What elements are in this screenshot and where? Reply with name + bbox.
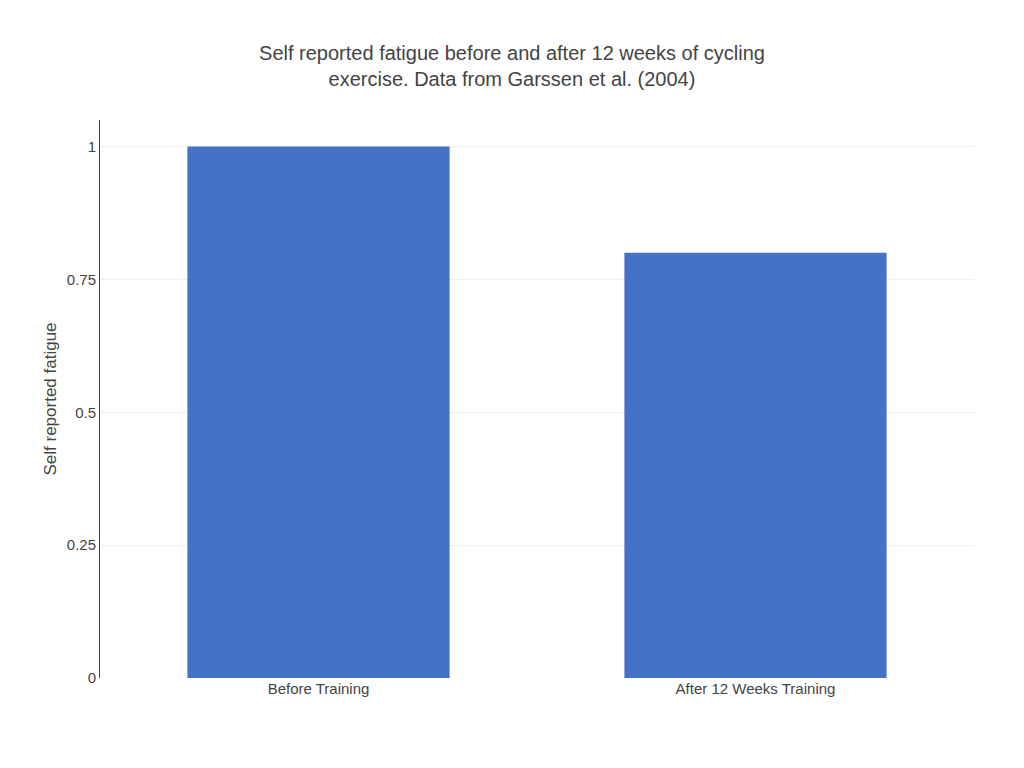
svg-text:0.75: 0.75 bbox=[67, 271, 96, 288]
svg-text:0.5: 0.5 bbox=[75, 404, 96, 421]
svg-text:Self reported fatigue before a: Self reported fatigue before and after 1… bbox=[259, 42, 765, 90]
svg-text:Before Training: Before Training bbox=[268, 680, 370, 697]
svg-text:0.25: 0.25 bbox=[67, 536, 96, 553]
svg-text:1: 1 bbox=[88, 138, 96, 155]
svg-text:Self reported fatigue: Self reported fatigue bbox=[41, 322, 60, 475]
svg-text:After 12 Weeks Training: After 12 Weeks Training bbox=[676, 680, 836, 697]
svg-text:0: 0 bbox=[88, 669, 96, 686]
